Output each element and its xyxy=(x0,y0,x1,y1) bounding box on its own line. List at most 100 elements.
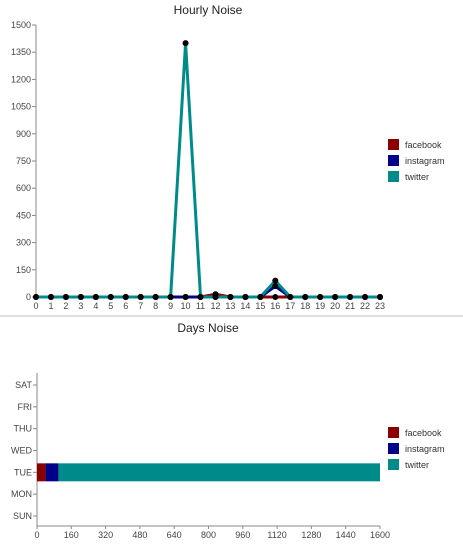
data-point-twitter xyxy=(62,294,69,300)
data-point-twitter xyxy=(197,294,204,300)
y-tick-label: 450 xyxy=(16,210,31,220)
x-tick-label: 19 xyxy=(315,301,325,311)
y-tick-label: WED xyxy=(11,446,32,456)
series-line-twitter xyxy=(36,43,380,299)
y-tick-label: 900 xyxy=(16,129,31,139)
x-tick-label: 800 xyxy=(201,530,216,540)
x-tick-label: 1600 xyxy=(370,530,390,540)
x-tick-label: 18 xyxy=(300,301,310,311)
y-tick-label: TUE xyxy=(14,467,32,477)
x-tick-label: 15 xyxy=(255,301,265,311)
x-tick-label: 13 xyxy=(225,301,235,311)
y-tick-label: 0 xyxy=(26,292,31,302)
legend-label-facebook: facebook xyxy=(405,428,442,438)
data-point-instagram xyxy=(182,294,189,300)
y-tick-label: 1050 xyxy=(11,102,31,112)
data-point-facebook xyxy=(272,294,279,300)
x-tick-label: 5 xyxy=(108,301,113,311)
data-point-twitter xyxy=(77,294,84,300)
data-point-twitter xyxy=(167,294,174,300)
x-tick-label: 0 xyxy=(34,530,39,540)
x-tick-label: 4 xyxy=(93,301,98,311)
x-tick-label: 6 xyxy=(123,301,128,311)
x-tick-label: 1120 xyxy=(267,530,286,540)
y-tick-label: 1500 xyxy=(11,20,31,30)
data-point-twitter xyxy=(332,294,339,300)
y-tick-label: MON xyxy=(11,489,32,499)
x-tick-label: 9 xyxy=(168,301,173,311)
data-point-twitter xyxy=(152,294,159,300)
data-point-twitter xyxy=(92,294,99,300)
x-tick-label: 0 xyxy=(33,301,38,311)
days-noise-chart: Days Noise SUN MON TUE WED THU FRI SAT 0 160 320 48… xyxy=(11,321,445,540)
bar-tue-facebook xyxy=(37,463,46,482)
legend-label-instagram: instagram xyxy=(405,444,445,454)
x-tick-label: 1440 xyxy=(336,530,356,540)
y-tick-label: FRI xyxy=(18,402,33,412)
y-tick-label: THU xyxy=(14,424,33,434)
y-tick-label: 600 xyxy=(16,183,31,193)
x-tick-label: 22 xyxy=(360,301,370,311)
x-tick-label: 8 xyxy=(153,301,158,311)
y-tick-label: 300 xyxy=(16,238,31,248)
data-point-instagram xyxy=(272,283,279,290)
data-point-twitter xyxy=(362,294,369,300)
y-tick-label: SAT xyxy=(15,380,32,390)
y-tick-label: 1350 xyxy=(11,47,31,57)
days-noise-panel: Days Noise SUN MON TUE WED THU FRI SAT 0 160 320 48… xyxy=(0,318,463,547)
panel-divider xyxy=(0,315,463,317)
legend-label-twitter: twitter xyxy=(405,460,429,470)
legend-label-instagram: instagram xyxy=(405,156,445,166)
chart-title: Days Noise xyxy=(177,321,239,335)
legend-swatch-instagram xyxy=(388,443,399,454)
y-tick-label: 1200 xyxy=(11,74,31,84)
x-tick-label: 1280 xyxy=(301,530,321,540)
data-point-twitter xyxy=(227,294,234,300)
data-point-twitter xyxy=(137,294,144,300)
x-tick-label: 10 xyxy=(181,301,191,311)
x-tick-label: 17 xyxy=(285,301,295,311)
data-point-twitter xyxy=(182,40,189,47)
legend-label-facebook: facebook xyxy=(405,140,442,150)
legend-swatch-twitter xyxy=(388,459,399,470)
legend-swatch-facebook xyxy=(388,427,399,438)
bar-tue-twitter xyxy=(58,463,380,482)
legend-swatch-twitter xyxy=(388,171,399,182)
x-tick-label: 14 xyxy=(240,301,250,311)
x-tick-label: 12 xyxy=(210,301,220,311)
data-point-twitter xyxy=(47,294,54,300)
data-point-twitter xyxy=(122,294,129,300)
y-tick-label: 750 xyxy=(16,156,31,166)
x-tick-label: 480 xyxy=(132,530,147,540)
data-point-twitter xyxy=(317,294,324,300)
data-point-twitter xyxy=(33,294,39,300)
x-tick-label: 320 xyxy=(98,530,113,540)
bar-tue-instagram xyxy=(45,463,59,482)
data-point-twitter xyxy=(377,294,383,300)
data-point-twitter xyxy=(242,294,249,300)
x-tick-label: 11 xyxy=(196,301,205,311)
y-tick-label: 150 xyxy=(16,265,31,275)
x-tick-label: 7 xyxy=(138,301,143,311)
data-point-twitter xyxy=(302,294,309,300)
y-tick-label: SUN xyxy=(13,511,32,521)
hourly-noise-panel: Hourly Noise 0 150 300 450 600 750 900 1050 1200 1… xyxy=(11,3,445,311)
x-tick-label: 23 xyxy=(375,301,385,311)
x-tick-label: 960 xyxy=(235,530,250,540)
x-tick-label: 3 xyxy=(78,301,83,311)
x-tick-label: 640 xyxy=(167,530,182,540)
legend-swatch-facebook xyxy=(388,139,399,150)
x-tick-label: 20 xyxy=(330,301,340,311)
x-tick-label: 16 xyxy=(270,301,280,311)
legend-label-twitter: twitter xyxy=(405,172,429,182)
data-point-twitter xyxy=(287,294,294,300)
hourly-noise-chart: Hourly Noise0150300450600750900105012001… xyxy=(11,3,445,311)
legend-swatch-instagram xyxy=(388,155,399,166)
x-tick-label: 21 xyxy=(345,301,355,311)
x-tick-label: 1 xyxy=(48,301,53,311)
data-point-twitter xyxy=(347,294,354,300)
x-tick-label: 2 xyxy=(63,301,68,311)
chart-title: Hourly Noise xyxy=(174,3,243,17)
data-point-twitter xyxy=(212,294,219,300)
data-point-twitter xyxy=(107,294,114,300)
